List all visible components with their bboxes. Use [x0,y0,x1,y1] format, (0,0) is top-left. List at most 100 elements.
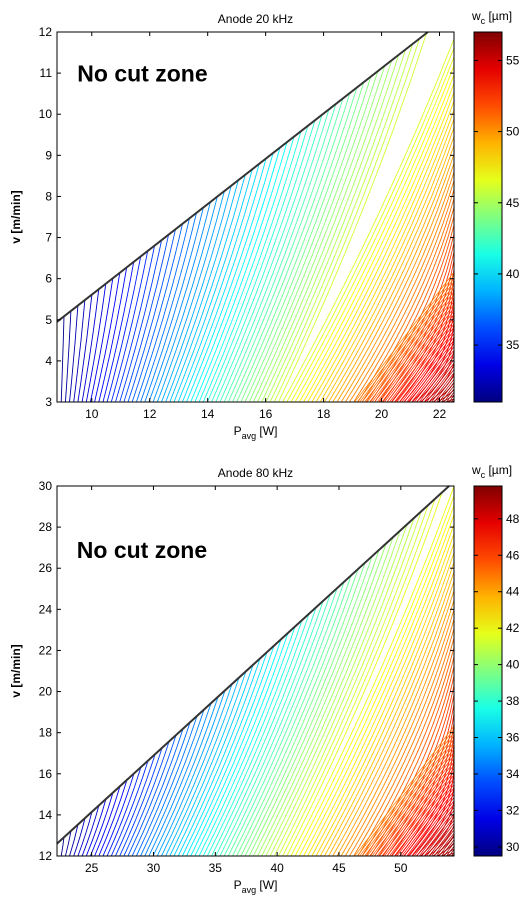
contour-line [433,375,454,402]
contour-line [336,590,454,856]
contour-line [257,60,393,402]
y-tick-label: 28 [39,520,53,534]
contour-line [376,301,454,402]
contour-line [431,372,454,402]
y-tick-label: 7 [45,231,52,245]
contour-line [186,645,275,856]
x-tick-label: 50 [394,861,408,875]
contour-line [227,98,344,402]
contour-line [378,685,454,856]
y-tick-label: 20 [39,685,53,699]
contour-line [194,632,289,856]
contour-line [401,333,454,402]
contour-line [406,794,454,856]
contour-line [340,162,454,402]
contour-line [286,492,443,856]
contour-line [303,83,454,402]
contour-line [265,524,408,856]
contour-line [436,833,454,856]
contour-line [202,130,302,402]
y-tick-label: 18 [39,726,53,740]
contour-line [416,807,454,856]
contour-line [421,359,454,402]
contour-line [85,283,107,402]
no-cut-zone-label: No cut zone [77,537,207,563]
chart-title: Anode 80 kHz [218,466,293,480]
contour-line [115,245,156,402]
contour-line [443,388,454,402]
contour-line [219,594,331,856]
contour-line [165,677,240,856]
contour-line [311,533,454,856]
contour-line [384,310,454,402]
contour-line [248,549,380,856]
contour-line [282,498,436,856]
contour-line [357,637,454,856]
contour-line [371,294,454,402]
contour-line [366,742,454,856]
contour-line [119,747,163,856]
contour-line [391,320,454,402]
contour-line [211,120,316,402]
contour-line [299,74,454,402]
contour-line [156,190,225,402]
contour-line [421,813,454,856]
contour-line [371,748,454,856]
contour-line [77,294,93,402]
colorbar-tick-label: 50 [506,125,520,139]
colorbar-tick-label: 42 [506,621,520,635]
x-tick-label: 18 [317,407,331,421]
colorbar [473,31,503,403]
contour-line [386,768,454,856]
y-tick-label: 6 [45,272,52,286]
contour-line [332,580,454,856]
contour-line [294,65,454,402]
contour-line [119,240,163,402]
x-tick-label: 20 [375,407,389,421]
contour-line [315,542,454,856]
contour-line [215,114,323,402]
contour-line [102,261,135,402]
contour-line [98,779,128,856]
contour-line [432,357,454,402]
contour-line [290,486,454,856]
contour-line [319,552,454,856]
x-tick-label: 14 [201,407,215,421]
colorbar-tick-label: 55 [506,53,520,67]
contour-line [311,100,454,402]
contour-line [152,196,218,402]
x-tick-label: 40 [270,861,284,875]
colorbar-title: wc [µm] [471,9,512,26]
contour-line [194,141,288,402]
contour-line [144,709,205,856]
contour-line [396,781,454,856]
contour-line [384,764,454,856]
contour-line [340,599,454,856]
contour-line [394,323,454,402]
contour-line [361,735,454,856]
contour-lines [57,486,454,856]
contour-line [215,600,324,856]
contour-line [69,305,79,402]
contour-line [173,664,254,856]
y-axis-label: v [m/min] [9,190,23,243]
contour-line [349,618,454,856]
contour-line [273,511,422,856]
chart-title: Anode 20 kHz [218,12,293,26]
y-tick-label: 5 [45,313,52,327]
contour-line [190,147,281,402]
contour-line [73,299,86,402]
colorbar-tick-label: 34 [506,767,520,781]
contour-line [273,38,421,402]
x-axis-label: Pavg [W] [234,424,278,441]
colorbar-tick-label: 40 [506,267,520,281]
contour-line [353,628,454,856]
y-tick-label: 12 [39,25,53,39]
contour-line [344,171,454,402]
contour-line [307,92,454,402]
contour-line [294,495,454,856]
contour-line [389,771,454,856]
contour-line [356,275,454,402]
contour-line [98,267,128,402]
